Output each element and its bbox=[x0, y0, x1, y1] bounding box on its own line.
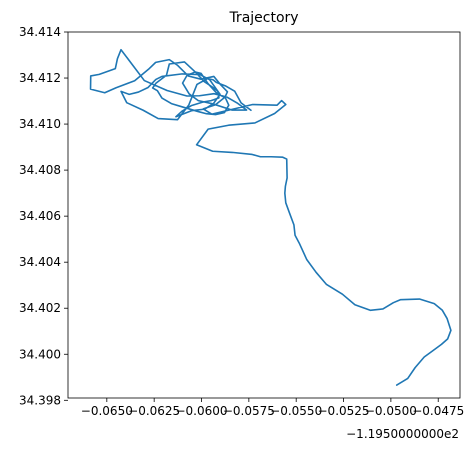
x-tick-label: −0.0550 bbox=[270, 404, 322, 418]
x-tick-label: −0.0575 bbox=[223, 404, 275, 418]
y-tick-label: 34.404 bbox=[19, 255, 61, 269]
y-tick-label: 34.400 bbox=[19, 347, 61, 361]
x-tick-label: −0.0650 bbox=[81, 404, 133, 418]
x-tick-label: −0.0625 bbox=[128, 404, 180, 418]
y-tick-label: 34.410 bbox=[19, 117, 61, 131]
y-tick-label: 34.412 bbox=[19, 71, 61, 85]
plot-frame bbox=[67, 31, 461, 399]
plot-area bbox=[68, 32, 460, 398]
y-tick-label: 34.406 bbox=[19, 209, 61, 223]
x-axis-offset-label: −1.1950000000e2 bbox=[346, 427, 459, 441]
x-tick-label: −0.0525 bbox=[318, 404, 370, 418]
trajectory-line bbox=[89, 48, 452, 386]
x-axis-ticks: −0.0650−0.0625−0.0600−0.0575−0.0550−0.05… bbox=[81, 398, 464, 418]
y-tick-label: 34.398 bbox=[19, 393, 61, 407]
y-tick-label: 34.408 bbox=[19, 163, 61, 177]
x-tick-label: −0.0475 bbox=[412, 404, 464, 418]
x-tick-label: −0.0500 bbox=[365, 404, 417, 418]
chart-title: Trajectory bbox=[228, 10, 298, 26]
y-tick-label: 34.414 bbox=[19, 25, 61, 39]
y-tick-label: 34.402 bbox=[19, 301, 61, 315]
x-tick-label: −0.0600 bbox=[175, 404, 227, 418]
y-axis-ticks: 34.398 34.400 34.402 34.404 34.406 34.408 34.4… bbox=[19, 25, 68, 407]
